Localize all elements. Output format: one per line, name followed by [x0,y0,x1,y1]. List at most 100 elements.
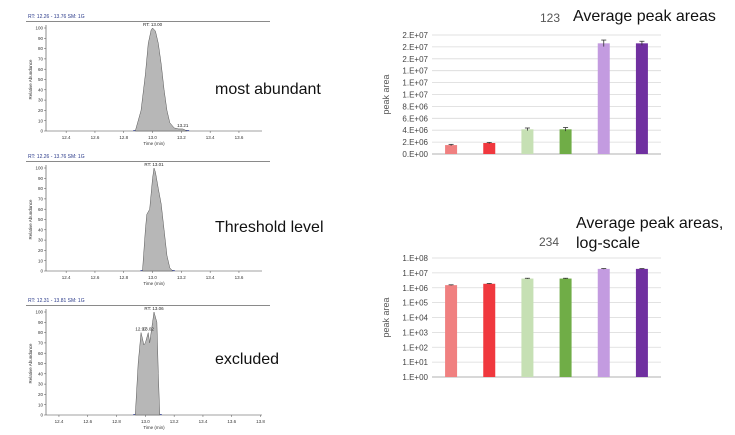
chromatogram-header: RT: 12.31 - 13.81 SM: 1G [28,298,85,304]
y-tick-label: 0 [40,269,43,274]
chromatogram-3: RT: 12.31 - 13.81 SM: 1G 0 10 20 30 40 50 60 70… [26,298,270,430]
y-tick-label: 2.E+07 [402,55,428,64]
x-axis-label: Time (min) [143,425,165,430]
chromatogram-2: RT: 12.26 - 13.76 SM: 1G 0 10 20 30 40 50 60 70… [26,154,270,286]
y-axis-label: Relative Abundance [28,343,33,384]
peak-area [135,311,161,416]
chromatogram-plot: 0 10 20 30 40 50 60 70 80 90 100 12.4 12.6 12.8 13.0 13… [28,162,262,286]
bar [445,285,458,377]
y-tick-label: 6.E+06 [402,114,428,123]
peak-label: 13.21 [177,123,189,128]
y-tick-label: 1.E+02 [402,343,428,352]
x-axis-label: Time (min) [143,281,165,286]
y-tick-label: 20 [38,108,44,113]
y-tick-label: 2.E+07 [402,31,428,40]
y-tick-label: 30 [38,238,44,243]
y-tick-label: 1.E+07 [402,79,428,88]
y-tick-label: 100 [35,166,43,171]
bar [483,142,496,154]
y-tick-label: 30 [38,98,44,103]
peak-area [134,27,188,132]
x-tick-label: 12.4 [62,135,71,140]
x-tick-label: 13.4 [206,135,215,140]
y-tick-label: 10 [38,402,44,407]
bar [521,129,534,154]
x-axis-label: Time (min) [143,141,165,146]
y-tick-label: 0.E+00 [402,150,428,159]
y-tick-label: 90 [38,36,44,41]
x-tick-label: 12.4 [55,419,64,424]
y-tick-label: 100 [35,310,43,315]
peak-label: RT: 13.00 [143,22,163,27]
bar [559,278,572,377]
bar [597,268,610,377]
y-tick-label: 2.E+07 [402,43,428,52]
y-tick-label: 1.E+07 [402,67,428,76]
peak-label: 13.02 [143,327,155,332]
y-tick-label: 70 [38,57,44,62]
divider [26,161,270,162]
y-tick-label: 1.E+01 [402,358,428,367]
x-tick-label: 12.6 [91,275,100,280]
y-tick-label: 10 [38,118,44,123]
peak-label: 12.97 [135,327,147,332]
chart-id-label: 234 [539,235,560,249]
x-tick-label: 13.6 [235,275,244,280]
x-tick-label: 13.0 [148,275,157,280]
chromatogram-label: Threshold level [215,219,324,236]
x-tick-label: 12.4 [62,275,71,280]
y-tick-label: 30 [38,382,44,387]
y-tick-label: 80 [38,46,44,51]
x-tick-label: 13.0 [148,135,157,140]
chart-title: Average peak areas, [576,215,724,232]
chromatogram-plot: 0 10 20 30 40 50 60 70 80 90 100 12.4 12.6 12.8 13.0 13… [28,22,262,146]
y-tick-label: 8.E+06 [402,102,428,111]
y-tick-label: 50 [38,361,44,366]
x-tick-label: 13.2 [177,275,186,280]
y-tick-label: 60 [38,351,44,356]
y-tick-label: 60 [38,67,44,72]
y-tick-label: 1.E+04 [402,314,428,323]
bar [483,283,496,377]
peak-area [142,167,174,272]
y-tick-label: 1.E+00 [402,373,428,382]
chart-title: Average peak areas [573,8,716,25]
y-tick-label: 1.E+06 [402,284,428,293]
y-axis-label: peak area [381,74,391,114]
x-tick-label: 12.8 [119,275,128,280]
x-tick-label: 12.6 [91,135,100,140]
y-tick-label: 0 [40,413,43,418]
x-tick-label: 13.2 [170,419,179,424]
y-tick-label: 40 [38,87,44,92]
bar [445,145,458,154]
bar [521,278,534,377]
y-tick-label: 70 [38,197,44,202]
divider [26,305,270,306]
x-tick-label: 12.6 [83,419,92,424]
chromatogram-header: RT: 12.26 - 13.76 SM: 1G [28,14,85,20]
y-tick-label: 80 [38,186,44,191]
y-tick-label: 60 [38,207,44,212]
chromatogram-label: most abundant [215,81,321,98]
chart-title-line2: log-scale [576,235,641,252]
y-tick-label: 50 [38,77,44,82]
y-tick-label: 1.E+07 [402,269,428,278]
peak-label: RT: 13.06 [144,306,164,311]
x-tick-label: 12.8 [112,419,121,424]
y-tick-label: 1.E+05 [402,299,428,308]
chromatogram-label: excluded [215,351,280,368]
y-tick-label: 0 [40,129,43,134]
bar [597,43,610,154]
y-tick-label: 50 [38,217,44,222]
peak-label: RT: 13.01 [144,162,164,167]
y-tick-label: 1.E+03 [402,328,428,337]
y-axis-label: peak area [381,297,391,337]
y-tick-label: 2.E+06 [402,138,428,147]
bar [635,268,648,377]
y-tick-label: 40 [38,371,44,376]
chart-id-label: 123 [540,11,561,25]
bar-chart-log: 1.E+00 1.E+01 1.E+02 1.E+03 1.E+04 1.E+05 1.E+… [381,254,661,382]
y-tick-label: 80 [38,330,44,335]
y-tick-label: 100 [35,26,43,31]
y-tick-label: 4.E+06 [402,126,428,135]
